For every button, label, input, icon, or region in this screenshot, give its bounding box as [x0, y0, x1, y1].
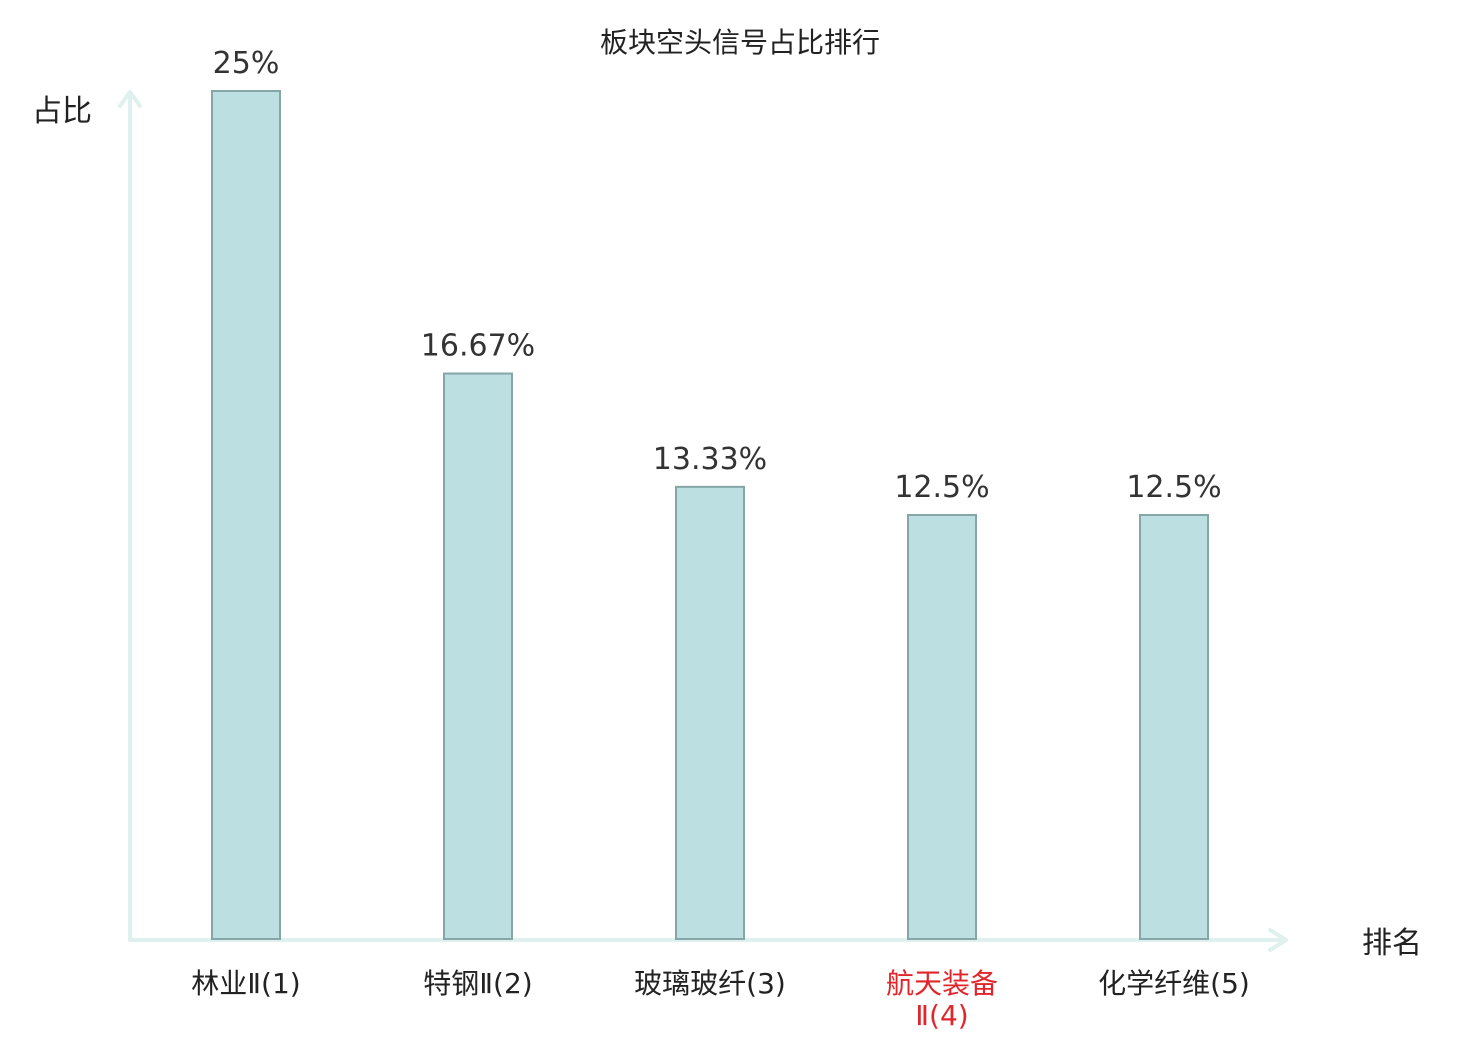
chart-title: 板块空头信号占比排行 [600, 26, 880, 59]
category-label: 航天装备 Ⅱ(4) [886, 967, 998, 1032]
bar [907, 514, 977, 940]
bar-value-label: 25% [213, 46, 280, 81]
bar [1139, 514, 1209, 940]
y-axis-arrow [118, 90, 142, 108]
bar [443, 372, 513, 940]
category-label: 特钢Ⅱ(2) [423, 967, 532, 1000]
value-labels-group: 25% 16.67% 13.33% 12.5% 12.5% [213, 46, 1222, 505]
bar [675, 485, 745, 940]
category-label: 林业Ⅱ(1) [191, 967, 300, 1000]
bar-value-label: 13.33% [653, 442, 767, 477]
category-labels-group: 林业Ⅱ(1) 特钢Ⅱ(2) 玻璃玻纤(3) 航天装备 Ⅱ(4) 化学纤维(5) [191, 967, 1250, 1032]
bars-group [211, 90, 1209, 940]
x-axis-arrow [1268, 928, 1288, 952]
category-label: 玻璃玻纤(3) [634, 967, 786, 1000]
bar-value-label: 12.5% [894, 470, 989, 505]
x-axis-label: 排名 [1362, 926, 1422, 961]
bar-value-label: 16.67% [421, 329, 535, 364]
y-axis-label: 占比 [32, 94, 92, 129]
category-label: 化学纤维(5) [1098, 967, 1250, 1000]
bar [211, 90, 281, 940]
bar-value-label: 12.5% [1126, 470, 1221, 505]
